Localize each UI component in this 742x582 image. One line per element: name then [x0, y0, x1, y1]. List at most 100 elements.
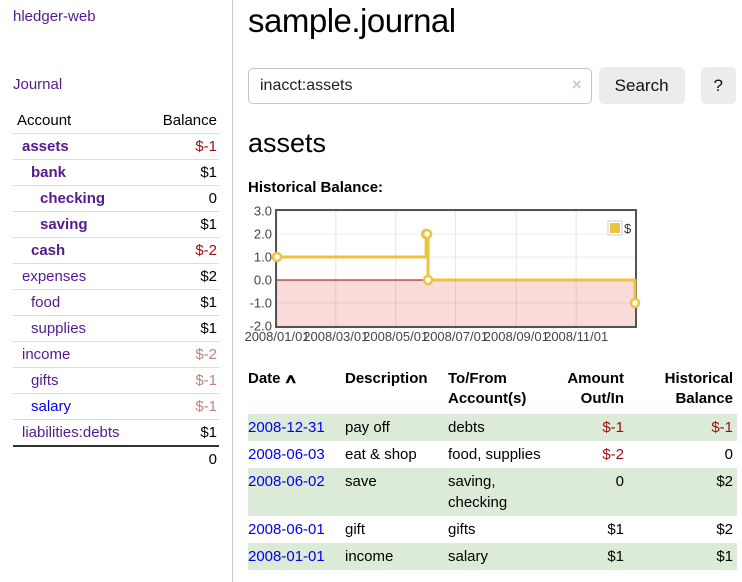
account-balance: 0 [144, 185, 219, 212]
transaction-amount: $1 [607, 521, 624, 538]
svg-text:3.0: 3.0 [254, 204, 272, 219]
transaction-amount: $1 [560, 543, 632, 570]
transaction-description: pay off [345, 414, 448, 441]
transaction-description: eat & shop [345, 446, 417, 463]
app-title-link[interactable]: hledger-web [13, 8, 96, 25]
register-row: 2008-06-02 save saving, checking 0 $2 [248, 468, 737, 516]
account-balance: $-1 [144, 393, 219, 420]
account-balance: $1 [144, 315, 219, 342]
account-balance: $2 [144, 263, 219, 290]
account-link[interactable]: salary [31, 398, 72, 415]
svg-text:1.0: 1.0 [254, 250, 272, 265]
account-row: saving $1 [13, 211, 219, 238]
accounts-header-account: Account [13, 108, 145, 134]
register-header-balance: Historical Balance [664, 370, 733, 407]
transaction-balance: $-1 [632, 414, 737, 441]
account-row: food $1 [13, 289, 219, 316]
account-link[interactable]: supplies [31, 320, 87, 337]
account-link[interactable]: gifts [31, 372, 59, 389]
register-row: 2008-12-31 pay off debts $-1 $-1 [248, 414, 737, 441]
account-balance: $-1 [144, 367, 219, 394]
sidebar: hledger-web Journal Account Balance asse… [0, 0, 233, 582]
svg-text:2008/01/01: 2008/01/01 [244, 329, 309, 344]
transaction-accounts: salary [448, 543, 560, 570]
register-row: 2008-06-03 eat & shop food, supplies $-2 0 [248, 441, 737, 468]
main-content: sample.journal × Search ? assets Histori… [234, 0, 742, 582]
search-form: × Search ? [248, 67, 736, 104]
register-header-accounts: To/From Account(s) [448, 370, 527, 407]
account-balance: $1 [144, 289, 219, 316]
register-header-date[interactable]: Date ∧ [248, 370, 298, 387]
account-link[interactable]: assets [22, 138, 69, 155]
transaction-date-link[interactable]: 2008-06-01 [248, 521, 325, 538]
sidebar-item-journal[interactable]: Journal [13, 76, 63, 93]
svg-text:$: $ [624, 221, 632, 236]
transaction-balance: $2 [632, 468, 737, 516]
account-balance: $-2 [144, 341, 219, 368]
account-row: gifts $-1 [13, 367, 219, 394]
transaction-date-link[interactable]: 2008-06-03 [248, 446, 325, 463]
account-balance: $1 [144, 419, 219, 447]
transaction-description: gift [345, 521, 366, 538]
account-link[interactable]: expenses [22, 268, 87, 285]
svg-text:-2.0: -2.0 [250, 319, 272, 334]
account-row: salary $-1 [13, 393, 219, 420]
transaction-accounts: debts [448, 414, 560, 441]
sort-ascending-icon: ∧ [283, 371, 298, 386]
transaction-date-link[interactable]: 2008-12-31 [248, 419, 325, 436]
account-balance: $-1 [144, 133, 219, 160]
account-link[interactable]: income [22, 346, 71, 363]
account-row: expenses $2 [13, 263, 219, 290]
account-row: assets $-1 [13, 133, 219, 160]
transaction-balance: $1 [632, 543, 737, 570]
register-row: 2008-06-01 gift gifts $1 $2 [248, 516, 737, 543]
transaction-description: save [345, 468, 448, 516]
chart-title: Historical Balance: [248, 179, 384, 196]
svg-text:-1.0: -1.0 [250, 296, 272, 311]
transaction-date-link[interactable]: 2008-06-02 [248, 473, 325, 490]
register-header-description: Description [345, 370, 428, 387]
transaction-description: income [345, 543, 448, 570]
svg-text:2008/11/01: 2008/11/01 [544, 329, 608, 344]
account-row: liabilities:debts $1 [13, 419, 219, 447]
transaction-amount: $-1 [560, 414, 632, 441]
accounts-header-balance: Balance [144, 108, 219, 134]
account-link[interactable]: checking [40, 190, 106, 207]
account-link[interactable]: bank [31, 164, 67, 181]
transaction-accounts: gifts [448, 521, 476, 538]
account-row: cash $-2 [13, 237, 219, 264]
transaction-accounts: saving, checking [448, 468, 560, 516]
transaction-amount: 0 [560, 468, 632, 516]
svg-text:2008/05/01: 2008/05/01 [363, 329, 428, 344]
account-balance: $-2 [144, 237, 219, 264]
account-row: bank $1 [13, 159, 219, 186]
accounts-table: Account Balance assets $-1 bank $1 checking 0… [13, 108, 219, 472]
clear-search-icon[interactable]: × [571, 74, 582, 94]
account-balance: $1 [144, 159, 219, 186]
svg-text:2.0: 2.0 [254, 227, 272, 242]
accounts-total-value: 0 [144, 445, 219, 472]
account-heading: assets [248, 128, 327, 158]
search-button[interactable]: Search [598, 67, 685, 104]
account-link[interactable]: liabilities:debts [22, 424, 120, 441]
help-button[interactable]: ? [700, 67, 736, 104]
transaction-balance: $2 [716, 521, 733, 538]
historical-balance-chart: $3.0 2.0 1.0 0.0 -1.0 -2.0 2008/01/01 2008/03/0… [244, 204, 736, 350]
account-row: checking 0 [13, 185, 219, 212]
page-title: sample.journal [248, 2, 456, 39]
transaction-date-link[interactable]: 2008-01-01 [248, 548, 325, 565]
register-table: Date ∧ Description To/From Account(s) Amo… [248, 366, 737, 570]
chart-canvas: $3.0 2.0 1.0 0.0 -1.0 -2.02008/01/012008/03/0… [244, 204, 641, 344]
transaction-amount: $-2 [602, 446, 624, 463]
transaction-accounts: food, supplies [448, 446, 541, 463]
account-link[interactable]: food [31, 294, 61, 311]
accounts-header-row: Account Balance [13, 108, 219, 134]
register-row: 2008-01-01 income salary $1 $1 [248, 543, 737, 570]
search-input[interactable] [248, 67, 592, 104]
accounts-total-row: 0 [13, 445, 219, 472]
svg-text:2008/03/01: 2008/03/01 [303, 329, 368, 344]
account-link[interactable]: cash [31, 242, 66, 259]
account-balance: $1 [144, 211, 219, 238]
account-link[interactable]: saving [40, 216, 88, 233]
svg-text:2008/07/01: 2008/07/01 [423, 329, 488, 344]
